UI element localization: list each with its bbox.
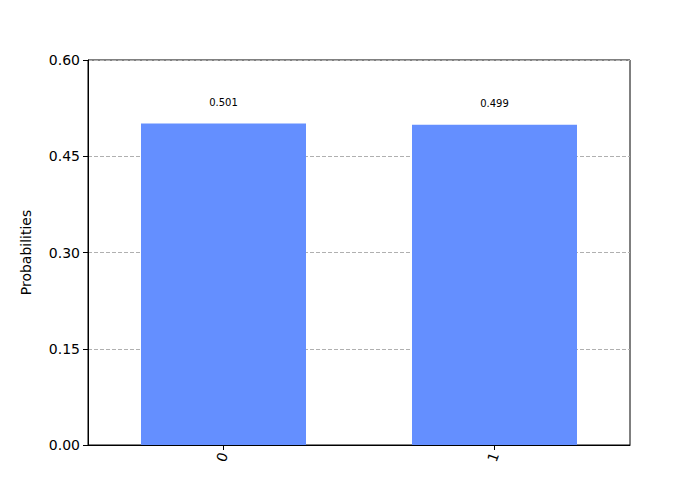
svg-text:1: 1 bbox=[484, 450, 502, 464]
svg-text:0: 0 bbox=[213, 450, 231, 464]
svg-text:0.60: 0.60 bbox=[49, 52, 80, 68]
svg-text:0.30: 0.30 bbox=[49, 245, 80, 261]
svg-text:0.15: 0.15 bbox=[49, 341, 80, 357]
svg-text:0.501: 0.501 bbox=[209, 97, 238, 108]
svg-text:Probabilities: Probabilities bbox=[18, 210, 34, 296]
svg-text:0.499: 0.499 bbox=[480, 98, 509, 109]
svg-text:0.45: 0.45 bbox=[49, 148, 80, 164]
svg-text:0.00: 0.00 bbox=[49, 437, 80, 453]
